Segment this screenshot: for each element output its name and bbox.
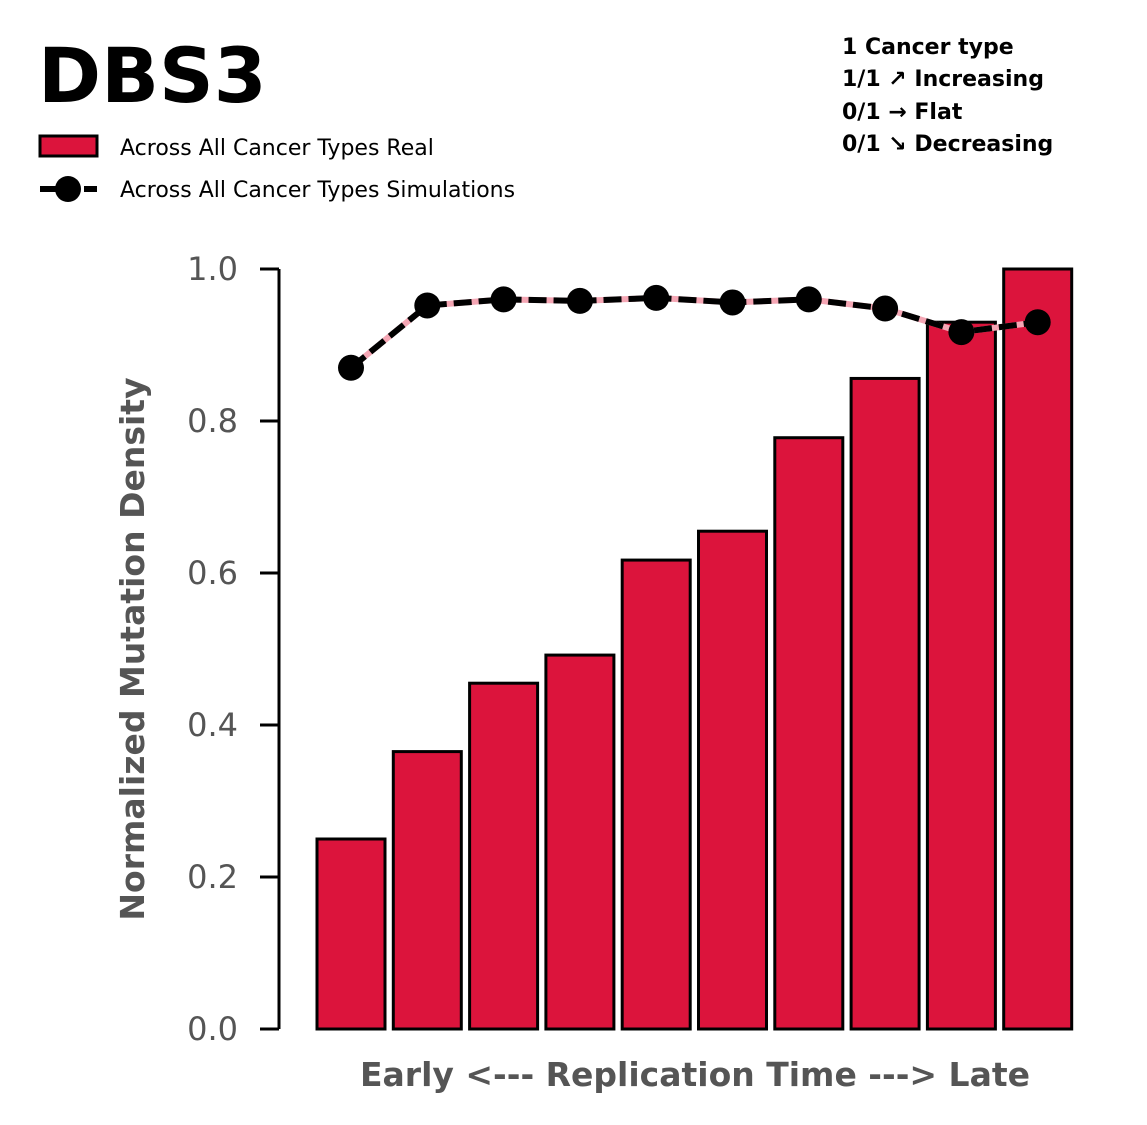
y-tick-label: 0.4	[187, 706, 238, 744]
y-tick-label: 1.0	[187, 250, 238, 288]
note-cancer-type: 1 Cancer type	[842, 35, 1014, 60]
simulation-series	[338, 284, 1051, 381]
note-flat: 0/1 → Flat	[842, 100, 963, 125]
simulation-point	[643, 284, 670, 311]
simulation-point	[872, 295, 899, 322]
bar	[468, 681, 540, 1031]
y-axis: 0.0 0.2 0.4 0.6 0.8 1.0	[187, 250, 281, 1048]
bar	[925, 320, 997, 1031]
simulation-line	[349, 294, 1039, 371]
legend-sim-label: Across All Cancer Types Simulations	[120, 178, 515, 203]
legend-real-label: Across All Cancer Types Real	[120, 136, 434, 161]
simulation-point	[719, 289, 746, 316]
legend-real-swatch	[38, 134, 99, 158]
y-tick-label: 0.8	[187, 402, 238, 440]
bar	[544, 653, 616, 1031]
y-axis-label: Normalized Mutation Density	[113, 377, 152, 920]
bar	[315, 837, 387, 1031]
chart-title: DBS3	[38, 31, 267, 120]
x-axis-label: Early <--- Replication Time ---> Late	[360, 1055, 1030, 1094]
bar	[1002, 267, 1074, 1031]
bar	[391, 750, 463, 1031]
simulation-point	[948, 319, 975, 346]
bar	[697, 529, 768, 1031]
note-increasing: 1/1 ↗ Increasing	[842, 67, 1044, 92]
simulation-point	[1024, 309, 1051, 336]
y-tick-label: 0.0	[187, 1010, 238, 1048]
bar	[849, 376, 921, 1031]
simulation-point	[338, 354, 364, 381]
y-tick-label: 0.2	[187, 858, 238, 896]
bar	[773, 436, 845, 1031]
y-tick-label: 0.6	[187, 554, 238, 592]
bar	[620, 558, 692, 1031]
simulation-point	[490, 286, 517, 313]
simulation-point	[414, 292, 441, 319]
bar-series	[315, 267, 1074, 1031]
legend: Across All Cancer Types Real Across All …	[38, 134, 515, 203]
simulation-point	[566, 287, 593, 314]
simulation-point	[795, 286, 822, 313]
note-decreasing: 0/1 ↘ Decreasing	[842, 132, 1053, 157]
summary-note: 1 Cancer type 1/1 ↗ Increasing 0/1 → Fla…	[842, 35, 1053, 157]
legend-sim-marker	[55, 176, 81, 202]
